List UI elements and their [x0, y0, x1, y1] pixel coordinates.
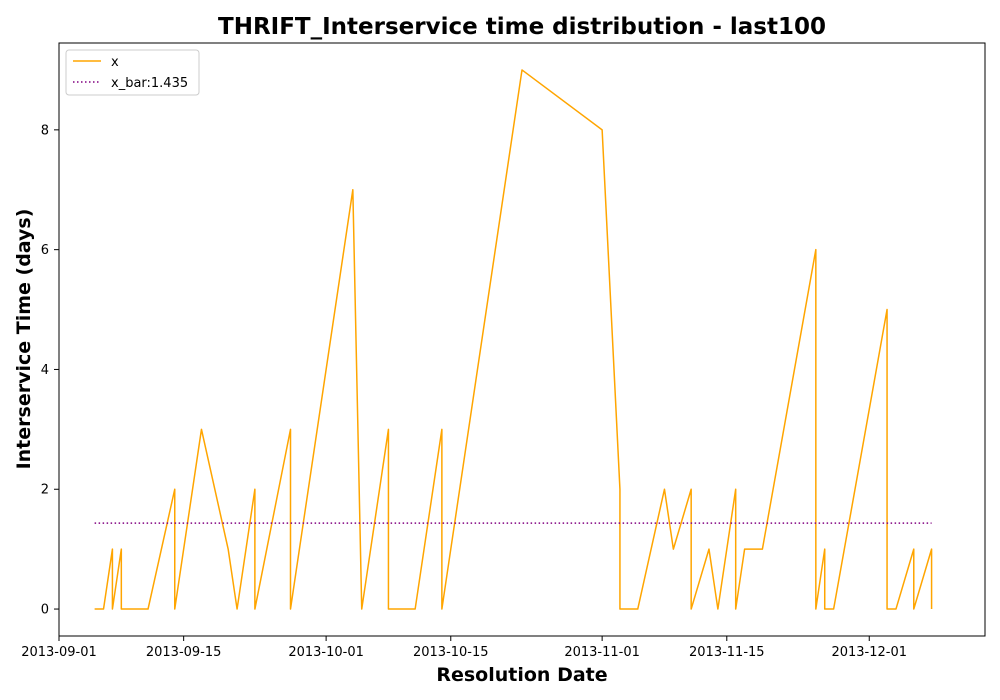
x-tick-label: 2013-11-01 [564, 645, 640, 660]
y-axis-label: Interservice Time (days) [13, 209, 35, 470]
x-tick-label: 2013-10-15 [413, 645, 489, 660]
y-tick-label: 6 [41, 243, 49, 258]
y-tick-label: 8 [41, 123, 49, 138]
x-tick-label: 2013-12-01 [831, 645, 907, 660]
legend-label-x: x [111, 55, 119, 70]
x-axis-label: Resolution Date [436, 664, 607, 686]
x-axis-ticks: 2013-09-01 2013-09-15 2013-10-01 2013-10-15… [21, 636, 907, 660]
legend: x x_bar:1.435 [65, 49, 200, 96]
legend-label-x-bar: x_bar:1.435 [111, 76, 188, 91]
y-tick-label: 2 [41, 483, 49, 498]
y-axis-ticks: 0 2 4 6 8 [41, 123, 59, 618]
series-line-x [94, 69, 933, 610]
series-layer [94, 69, 933, 610]
y-tick-label: 0 [41, 603, 49, 618]
x-tick-label: 2013-10-01 [288, 645, 364, 660]
x-tick-label: 2013-11-15 [689, 645, 765, 660]
x-tick-label: 2013-09-15 [146, 645, 222, 660]
plot-area-frame [58, 42, 986, 637]
chart-title: THRIFT_Interservice time distribution - … [218, 14, 826, 40]
x-tick-label: 2013-09-01 [21, 645, 97, 660]
y-tick-label: 4 [41, 363, 49, 378]
